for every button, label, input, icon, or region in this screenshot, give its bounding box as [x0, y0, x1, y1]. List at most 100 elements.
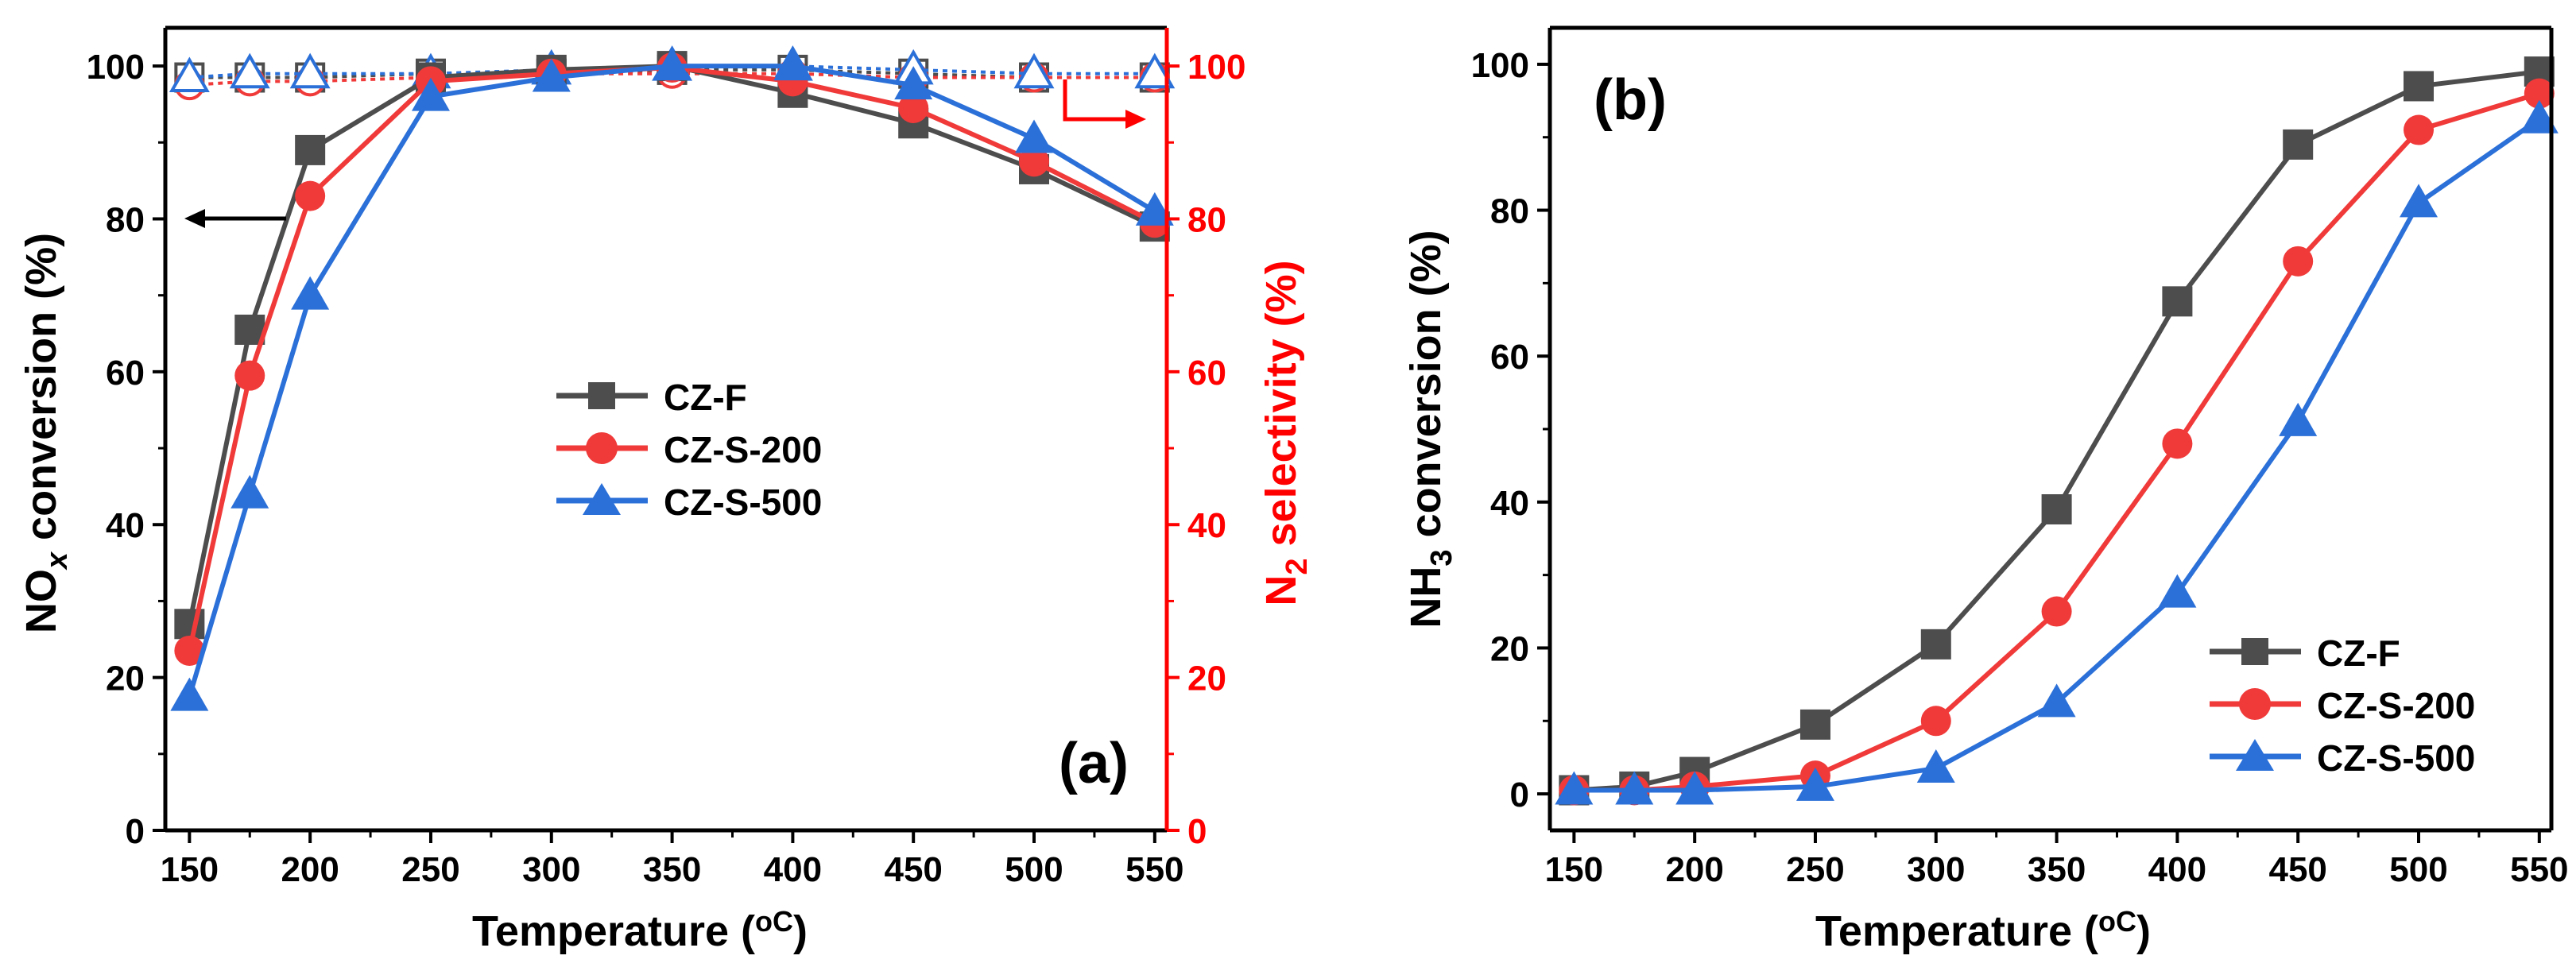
panel-b: 150 200 250 300 350 400 450 500 550020406080100 … [1402, 25, 2569, 955]
a-y2-tick-label-20: 20 [1187, 660, 1226, 698]
a-point-cz-s-200-200 [295, 180, 326, 211]
a-point-cz-s-500-550 [1135, 191, 1174, 226]
a-y-tick-label-20: 20 [106, 660, 145, 698]
a-y-tick-label-60: 60 [106, 354, 145, 393]
a-legend-label-cz-s-500: CZ-S-500 [664, 482, 822, 523]
a-right-arrowhead-icon [1125, 110, 1146, 129]
a-line-cz-f [187, 64, 1156, 625]
b-point-cz-s-500-300 [1916, 749, 1955, 783]
a-series-layer [169, 45, 1176, 711]
b-x-tick-label-350: 350 [2028, 850, 2086, 889]
a-point-cz-s-500-n2-selectivity-150 [169, 56, 210, 93]
b-legend-label-cz-f: CZ-F [2317, 633, 2400, 674]
a-y2-tick-label-100: 100 [1187, 48, 1245, 87]
b-x-tick-label-300: 300 [1907, 850, 1965, 889]
a-right-arrow-icon [1063, 79, 1129, 122]
a-x-tick-label-450: 450 [884, 850, 942, 889]
a-point-cz-s-500-n2-selectivity-550 [1134, 52, 1176, 89]
a-legend-label-cz-f: CZ-F [664, 377, 747, 418]
b-point-cz-s-500-450 [2279, 402, 2318, 436]
a-x-axis-label: Temperature (oC) [472, 905, 808, 955]
b-line-cz-s-500 [1574, 117, 2541, 793]
b-y-tick-label-20: 20 [1490, 629, 1529, 668]
a-x-tick-label-500: 500 [1005, 850, 1063, 889]
a-y2-tick-label-80: 80 [1187, 200, 1226, 239]
a-point-cz-s-500-250 [411, 77, 450, 111]
a-axes-layer: 150 200 250 300 350 400 450 500 5500204060801000… [87, 25, 1245, 889]
a-point-cz-s-500-n2-selectivity-175 [229, 52, 270, 89]
b-y-tick-label-60: 60 [1490, 338, 1529, 377]
b-legend-marker-cz-s-200 [2239, 688, 2271, 720]
a-x-tick-label-200: 200 [281, 850, 339, 889]
b-point-cz-f-450 [2283, 129, 2314, 160]
a-legend-item-cz-s-500: CZ-S-500 [556, 482, 822, 523]
a-left-arrowhead-icon [184, 209, 205, 228]
a-point-cz-s-200-175 [234, 360, 265, 391]
a-legend-marker-cz-f [588, 382, 615, 409]
a-point-cz-s-500-500 [1015, 119, 1054, 153]
a-line-cz-s-500 [187, 64, 1156, 698]
a-point-cz-s-500-175 [230, 474, 269, 509]
b-x-tick-label-500: 500 [2389, 850, 2447, 889]
b-legend-marker-cz-s-500 [2236, 739, 2274, 771]
b-legend-item-cz-f: CZ-F [2210, 633, 2400, 674]
b-y-tick-label-100: 100 [1471, 46, 1529, 85]
a-line-cz-s-200 [187, 65, 1156, 652]
b-x-tick-label-400: 400 [2148, 850, 2206, 889]
b-legend-label-cz-s-200: CZ-S-200 [2317, 685, 2475, 726]
a-point-cz-f-200 [295, 134, 326, 165]
b-x-tick-label-200: 200 [1665, 850, 1723, 889]
a-point-cz-s-500-200 [291, 276, 330, 310]
b-point-cz-s-500-150 [1555, 771, 1594, 805]
a-point-cz-s-500-n2-selectivity-200 [289, 52, 331, 89]
a-x-tick-label-300: 300 [522, 850, 580, 889]
a-legend: CZ-F CZ-S-200 CZ-S-500 [556, 377, 822, 523]
b-series-layer [1555, 56, 2559, 806]
a-point-cz-s-500-350 [653, 47, 691, 81]
a-x-tick-label-150: 150 [161, 850, 219, 889]
a-point-cz-s-500-150 [170, 677, 209, 711]
a-point-cz-s-500-300 [532, 58, 571, 92]
a-point-cz-s-500-400 [773, 47, 812, 81]
b-point-cz-s-500-250 [1795, 767, 1834, 801]
b-point-cz-f-400 [2162, 286, 2193, 317]
a-x-tick-label-250: 250 [401, 850, 459, 889]
a-point-cz-s-200-450 [898, 93, 929, 123]
b-point-cz-s-500-550 [2520, 99, 2559, 133]
a-y-axis-label: NOx conversion (%) [17, 233, 74, 633]
b-legend-label-cz-s-500: CZ-S-500 [2317, 737, 2475, 779]
b-point-cz-s-200-550 [2524, 78, 2555, 109]
a-legend-item-cz-f: CZ-F [556, 377, 747, 418]
a-legend-label-cz-s-200: CZ-S-200 [664, 429, 822, 470]
b-x-tick-label-150: 150 [1545, 850, 1603, 889]
a-x-tick-label-350: 350 [643, 850, 701, 889]
a-y-tick-label-40: 40 [106, 506, 145, 545]
a-point-cz-s-500-450 [894, 66, 933, 100]
a-point-cz-s-200-150 [174, 635, 205, 666]
a-legend-marker-cz-s-500 [583, 483, 621, 515]
b-point-cz-f-300 [1920, 629, 1951, 660]
a-y-tick-label-100: 100 [87, 48, 145, 87]
a-y2-tick-label-0: 0 [1187, 812, 1207, 851]
b-legend-marker-cz-f [2241, 638, 2268, 665]
b-line-cz-f [1574, 69, 2540, 793]
b-point-cz-s-200-350 [2041, 596, 2072, 627]
b-x-tick-label-250: 250 [1786, 850, 1844, 889]
b-point-cz-s-500-200 [1675, 771, 1714, 805]
a-legend-marker-cz-s-200 [586, 432, 618, 464]
a-y-tick-label-80: 80 [106, 200, 145, 239]
b-point-cz-s-500-175 [1615, 771, 1654, 805]
b-y-axis-label: NH3 conversion (%) [1402, 230, 1458, 628]
b-point-cz-f-500 [2404, 71, 2435, 102]
b-legend-item-cz-s-200: CZ-S-200 [2210, 685, 2475, 726]
b-panel-label: (b) [1594, 68, 1667, 132]
a-point-cz-s-500-n2-selectivity-500 [1013, 52, 1055, 89]
a-panel-label: (a) [1059, 732, 1129, 795]
a-y-tick-label-0: 0 [126, 812, 145, 851]
b-point-cz-s-200-400 [2162, 428, 2193, 459]
a-point-cz-s-200-500 [1019, 146, 1050, 177]
b-y-tick-label-40: 40 [1490, 484, 1529, 523]
b-point-cz-s-500-500 [2400, 184, 2438, 218]
b-point-cz-s-200-500 [2404, 114, 2435, 145]
